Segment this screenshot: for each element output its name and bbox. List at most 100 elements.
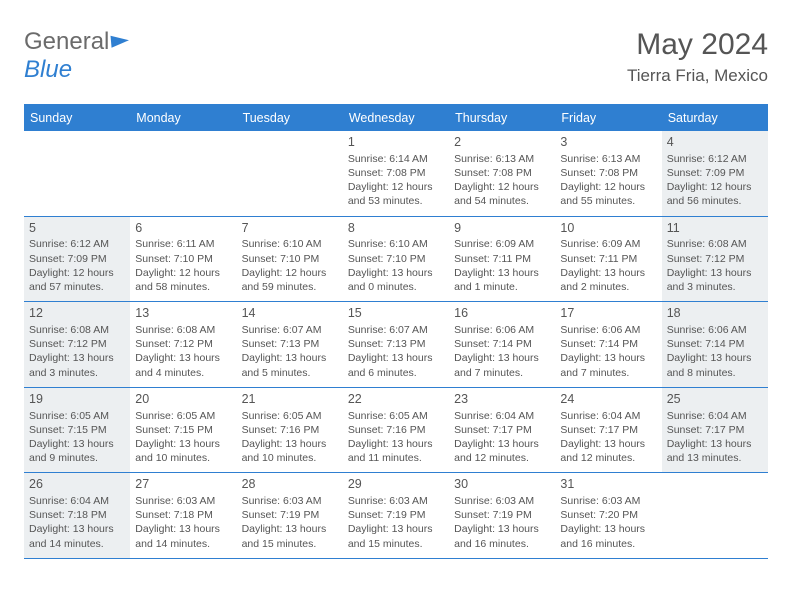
- day-cell: 10Sunrise: 6:09 AMSunset: 7:11 PMDayligh…: [555, 217, 661, 302]
- day-line-sr: Sunrise: 6:04 AM: [560, 409, 656, 423]
- day-line-d2: and 13 minutes.: [667, 451, 763, 465]
- day-number: 5: [29, 220, 125, 237]
- day-cell: 4Sunrise: 6:12 AMSunset: 7:09 PMDaylight…: [662, 131, 768, 216]
- day-line-ss: Sunset: 7:18 PM: [135, 508, 231, 522]
- week-row: 19Sunrise: 6:05 AMSunset: 7:15 PMDayligh…: [24, 388, 768, 474]
- day-cell: 29Sunrise: 6:03 AMSunset: 7:19 PMDayligh…: [343, 473, 449, 558]
- day-number: 27: [135, 476, 231, 493]
- week-row: 5Sunrise: 6:12 AMSunset: 7:09 PM Daylight…: [24, 217, 768, 303]
- day-line-d1: Daylight: 13 hours: [560, 437, 656, 451]
- day-line-sr: Sunrise: 6:12 AM: [29, 237, 125, 251]
- day-cell: 20Sunrise: 6:05 AMSunset: 7:15 PMDayligh…: [130, 388, 236, 473]
- day-number: 29: [348, 476, 444, 493]
- day-cell: 6Sunrise: 6:11 AMSunset: 7:10 PMDaylight…: [130, 217, 236, 302]
- day-line-d2: and 2 minutes.: [560, 280, 656, 294]
- day-cell: 31Sunrise: 6:03 AMSunset: 7:20 PMDayligh…: [555, 473, 661, 558]
- day-number: 7: [242, 220, 338, 237]
- day-number: 30: [454, 476, 550, 493]
- day-number: 22: [348, 391, 444, 408]
- day-line-d1: Daylight: 13 hours: [135, 437, 231, 451]
- day-line-sr: Sunrise: 6:03 AM: [242, 494, 338, 508]
- day-number: 2: [454, 134, 550, 151]
- day-number: 23: [454, 391, 550, 408]
- day-line-ss: Sunset: 7:15 PM: [29, 423, 125, 437]
- day-line-ss: Sunset: 7:14 PM: [454, 337, 550, 351]
- day-line-d2: and 58 minutes.: [135, 280, 231, 294]
- day-cell: 14Sunrise: 6:07 AMSunset: 7:13 PMDayligh…: [237, 302, 343, 387]
- day-line-sr: Sunrise: 6:03 AM: [560, 494, 656, 508]
- day-line-d2: and 6 minutes.: [348, 366, 444, 380]
- day-line-ss: Sunset: 7:08 PM: [560, 166, 656, 180]
- day-line-d2: and 15 minutes.: [242, 537, 338, 551]
- day-line-d1: Daylight: 13 hours: [29, 437, 125, 451]
- day-line-d2: and 15 minutes.: [348, 537, 444, 551]
- month-title: May 2024: [627, 28, 768, 62]
- title-block: May 2024 Tierra Fria, Mexico: [627, 28, 768, 86]
- day-cell: 22Sunrise: 6:05 AMSunset: 7:16 PMDayligh…: [343, 388, 449, 473]
- day-cell: 9Sunrise: 6:09 AMSunset: 7:11 PMDaylight…: [449, 217, 555, 302]
- day-number: 1: [348, 134, 444, 151]
- logo-text: General Blue: [24, 28, 129, 84]
- day-line-ss: Sunset: 7:14 PM: [667, 337, 763, 351]
- day-line-sr: Sunrise: 6:05 AM: [348, 409, 444, 423]
- day-line-sr: Sunrise: 6:05 AM: [242, 409, 338, 423]
- day-line-sr: Sunrise: 6:04 AM: [29, 494, 125, 508]
- day-line-d1: Daylight: 13 hours: [348, 266, 444, 280]
- day-line-ss: Sunset: 7:08 PM: [454, 166, 550, 180]
- day-line-sr: Sunrise: 6:08 AM: [135, 323, 231, 337]
- day-number: 28: [242, 476, 338, 493]
- week-row: 1Sunrise: 6:14 AMSunset: 7:08 PMDaylight…: [24, 131, 768, 217]
- day-cell: 21Sunrise: 6:05 AMSunset: 7:16 PMDayligh…: [237, 388, 343, 473]
- day-line-ss: Sunset: 7:09 PM: [29, 252, 125, 266]
- day-cell: 12Sunrise: 6:08 AMSunset: 7:12 PMDayligh…: [24, 302, 130, 387]
- day-line-sr: Sunrise: 6:09 AM: [560, 237, 656, 251]
- day-number: 17: [560, 305, 656, 322]
- empty-day: [24, 131, 130, 216]
- day-line-sr: Sunrise: 6:04 AM: [667, 409, 763, 423]
- day-line-ss: Sunset: 7:19 PM: [454, 508, 550, 522]
- empty-day: [662, 473, 768, 558]
- day-line-d1: Daylight: 13 hours: [454, 522, 550, 536]
- day-line-sr: Sunrise: 6:10 AM: [348, 237, 444, 251]
- day-line-ss: Sunset: 7:12 PM: [29, 337, 125, 351]
- day-line-ss: Sunset: 7:17 PM: [667, 423, 763, 437]
- day-line-ss: Sunset: 7:17 PM: [560, 423, 656, 437]
- location: Tierra Fria, Mexico: [627, 66, 768, 86]
- day-line-ss: Sunset: 7:09 PM: [667, 166, 763, 180]
- day-cell: 24Sunrise: 6:04 AMSunset: 7:17 PMDayligh…: [555, 388, 661, 473]
- logo-word-2: Blue: [24, 56, 72, 83]
- day-line-sr: Sunrise: 6:09 AM: [454, 237, 550, 251]
- day-line-ss: Sunset: 7:18 PM: [29, 508, 125, 522]
- empty-day: [237, 131, 343, 216]
- day-line-d1: Daylight: 12 hours: [454, 180, 550, 194]
- day-line-d2: and 11 minutes.: [348, 451, 444, 465]
- day-line-sr: Sunrise: 6:08 AM: [667, 237, 763, 251]
- day-line-d1: Daylight: 12 hours: [135, 266, 231, 280]
- day-line-ss: Sunset: 7:16 PM: [242, 423, 338, 437]
- day-cell: 3Sunrise: 6:13 AMSunset: 7:08 PMDaylight…: [555, 131, 661, 216]
- day-cell: 18Sunrise: 6:06 AMSunset: 7:14 PMDayligh…: [662, 302, 768, 387]
- calendar: SundayMondayTuesdayWednesdayThursdayFrid…: [24, 104, 768, 559]
- day-line-d1: Daylight: 13 hours: [348, 522, 444, 536]
- day-number: 12: [29, 305, 125, 322]
- weekday-header: Wednesday: [343, 106, 449, 131]
- day-line-ss: Sunset: 7:10 PM: [348, 252, 444, 266]
- day-number: 14: [242, 305, 338, 322]
- day-line-d1: Daylight: 13 hours: [348, 351, 444, 365]
- day-line-d1: Daylight: 12 hours: [560, 180, 656, 194]
- day-line-d1: Daylight: 13 hours: [135, 522, 231, 536]
- day-number: 31: [560, 476, 656, 493]
- day-line-d1: Daylight: 13 hours: [348, 437, 444, 451]
- day-cell: 8Sunrise: 6:10 AMSunset: 7:10 PMDaylight…: [343, 217, 449, 302]
- day-line-d1: Daylight: 12 hours: [667, 180, 763, 194]
- day-line-d2: and 12 minutes.: [560, 451, 656, 465]
- day-line-sr: Sunrise: 6:06 AM: [454, 323, 550, 337]
- day-line-sr: Sunrise: 6:13 AM: [560, 152, 656, 166]
- day-line-ss: Sunset: 7:16 PM: [348, 423, 444, 437]
- day-line-d2: and 14 minutes.: [29, 537, 125, 551]
- day-line-d1: Daylight: 13 hours: [560, 266, 656, 280]
- day-cell: 28Sunrise: 6:03 AMSunset: 7:19 PMDayligh…: [237, 473, 343, 558]
- day-line-d2: and 53 minutes.: [348, 194, 444, 208]
- day-line-d1: Daylight: 13 hours: [667, 266, 763, 280]
- day-number: 11: [667, 220, 763, 237]
